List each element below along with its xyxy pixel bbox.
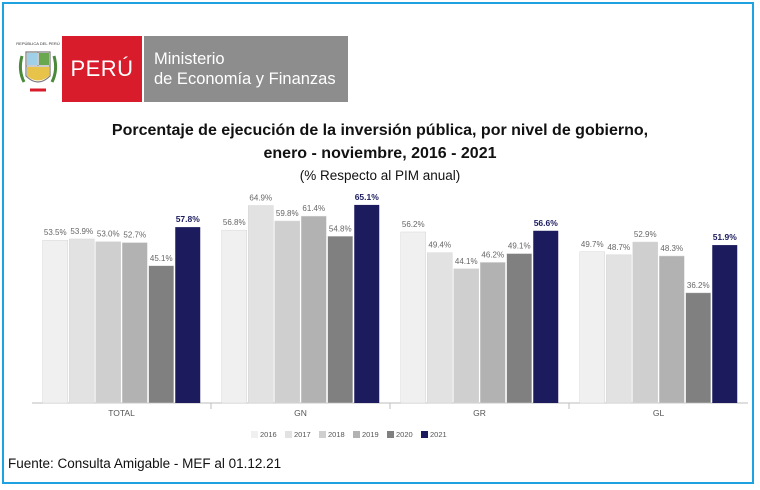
bar-2016-gn	[221, 229, 247, 404]
x-tick-label: GR	[473, 408, 486, 418]
legend-label-2017: 2017	[294, 430, 311, 439]
legend-label-2021: 2021	[430, 430, 447, 439]
legend-swatch-2021	[421, 431, 428, 438]
bar-2021-gr	[533, 230, 559, 403]
data-label: 65.1%	[355, 192, 380, 202]
bar-2017-gr	[427, 252, 453, 404]
data-label: 46.2%	[481, 250, 504, 259]
bar-2019-total	[122, 242, 148, 404]
image-frame	[2, 2, 754, 484]
legend-label-2019: 2019	[362, 430, 379, 439]
legend-swatch-2017	[285, 431, 292, 438]
data-label: 59.8%	[276, 209, 299, 218]
source-footer: Fuente: Consulta Amigable - MEF al 01.12…	[8, 456, 282, 471]
bar-2020-gl	[685, 292, 711, 404]
bar-2019-gn	[301, 215, 327, 404]
data-label: 44.1%	[455, 257, 478, 266]
data-label: 52.9%	[634, 230, 657, 239]
legend-label-2018: 2018	[328, 430, 345, 439]
data-label: 52.7%	[123, 231, 146, 240]
data-label: 49.7%	[581, 240, 604, 249]
chart-subtitle: (% Respecto al PIM anual)	[299, 168, 461, 183]
legend-swatch-2019	[353, 431, 360, 438]
ministry-line-1: Ministerio	[154, 50, 225, 68]
bar-2017-gl	[606, 254, 632, 404]
ministry-name: Ministerio de Economía y Finanzas	[142, 36, 348, 102]
bar-2020-total	[148, 265, 174, 404]
bar-2017-total	[69, 238, 95, 404]
legend-label-2020: 2020	[396, 430, 413, 439]
data-label: 56.8%	[223, 218, 246, 227]
data-label: 48.7%	[607, 243, 630, 252]
mef-logo: REPÚBLICA DEL PERÚ PERÚ Ministerio de Ec…	[14, 36, 350, 102]
legend-swatch-2016	[251, 431, 258, 438]
coat-of-arms-icon: REPÚBLICA DEL PERÚ	[14, 36, 62, 102]
bar-2020-gr	[506, 253, 532, 404]
bar-2019-gl	[659, 255, 685, 404]
data-label: 53.5%	[44, 228, 67, 237]
bar-2021-gn	[354, 204, 380, 403]
data-label: 45.1%	[150, 254, 173, 263]
bar-2016-gr	[400, 231, 426, 404]
bar-2018-total	[95, 241, 121, 404]
svg-text:REPÚBLICA DEL PERÚ: REPÚBLICA DEL PERÚ	[16, 41, 60, 46]
data-label: 54.8%	[329, 224, 352, 233]
bar-2021-total	[175, 227, 201, 403]
chart-title-line-2: enero - noviembre, 2016 - 2021	[263, 145, 497, 162]
data-label: 57.8%	[176, 214, 201, 224]
bar-2016-total	[42, 239, 68, 404]
bar-2018-gn	[274, 220, 300, 404]
bar-2018-gl	[632, 241, 658, 404]
data-label: 49.1%	[508, 242, 531, 251]
bar-2017-gn	[248, 205, 274, 404]
data-label: 53.0%	[97, 230, 120, 239]
x-tick-label: GN	[294, 408, 307, 418]
bar-2019-gr	[480, 262, 506, 404]
legend-label-2016: 2016	[260, 430, 277, 439]
data-label: 51.9%	[713, 232, 738, 242]
legend-swatch-2020	[387, 431, 394, 438]
data-label: 61.4%	[302, 204, 325, 213]
data-label: 53.9%	[70, 227, 93, 236]
data-label: 64.9%	[249, 194, 272, 203]
data-label: 49.4%	[428, 241, 451, 250]
data-label: 48.3%	[660, 244, 683, 253]
data-label: 56.6%	[534, 218, 559, 228]
bar-2021-gl	[712, 245, 738, 403]
x-tick-label: TOTAL	[108, 408, 135, 418]
bar-2016-gl	[579, 251, 605, 404]
bar-2018-gr	[453, 268, 479, 404]
peru-label: PERÚ	[62, 36, 142, 102]
chart-title: Porcentaje de ejecución de la inversión …	[111, 122, 649, 139]
bar-2020-gn	[327, 236, 353, 404]
ministry-line-2: de Economía y Finanzas	[154, 70, 336, 88]
x-tick-label: GL	[653, 408, 665, 418]
legend-swatch-2018	[319, 431, 326, 438]
data-label: 56.2%	[402, 220, 425, 229]
data-label: 36.2%	[687, 281, 710, 290]
